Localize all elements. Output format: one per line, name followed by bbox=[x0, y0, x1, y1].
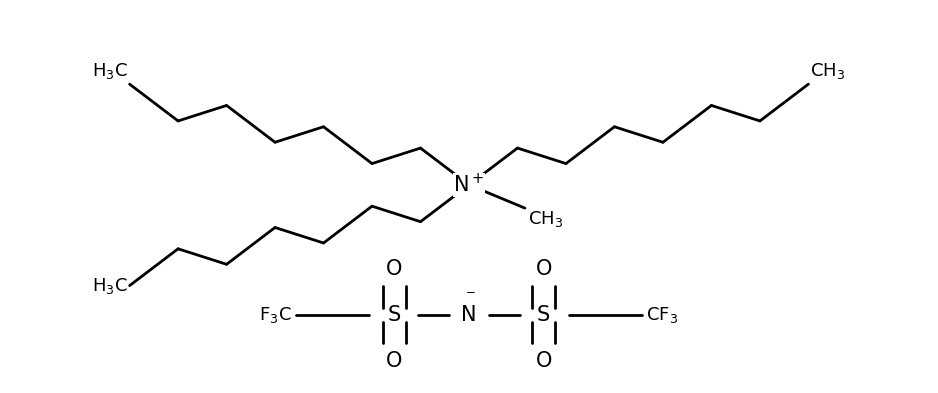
Text: O: O bbox=[386, 259, 402, 279]
Text: $\mathregular{CH_3}$: $\mathregular{CH_3}$ bbox=[528, 209, 563, 229]
Text: N: N bbox=[461, 305, 477, 325]
Text: $\mathregular{H_3C}$: $\mathregular{H_3C}$ bbox=[92, 61, 128, 81]
Text: N$^+$: N$^+$ bbox=[453, 173, 485, 196]
Text: O: O bbox=[536, 351, 552, 371]
Text: $\mathregular{CF_3}$: $\mathregular{CF_3}$ bbox=[646, 305, 678, 325]
Text: $^-$: $^-$ bbox=[462, 288, 476, 306]
Text: $\mathregular{F_3C}$: $\mathregular{F_3C}$ bbox=[259, 305, 292, 325]
Text: $\mathregular{H_3C}$: $\mathregular{H_3C}$ bbox=[92, 275, 128, 296]
Text: O: O bbox=[536, 259, 552, 279]
Text: $\mathregular{CH_3}$: $\mathregular{CH_3}$ bbox=[810, 61, 845, 81]
Text: S: S bbox=[537, 305, 551, 325]
Text: O: O bbox=[386, 351, 402, 371]
Text: S: S bbox=[387, 305, 401, 325]
